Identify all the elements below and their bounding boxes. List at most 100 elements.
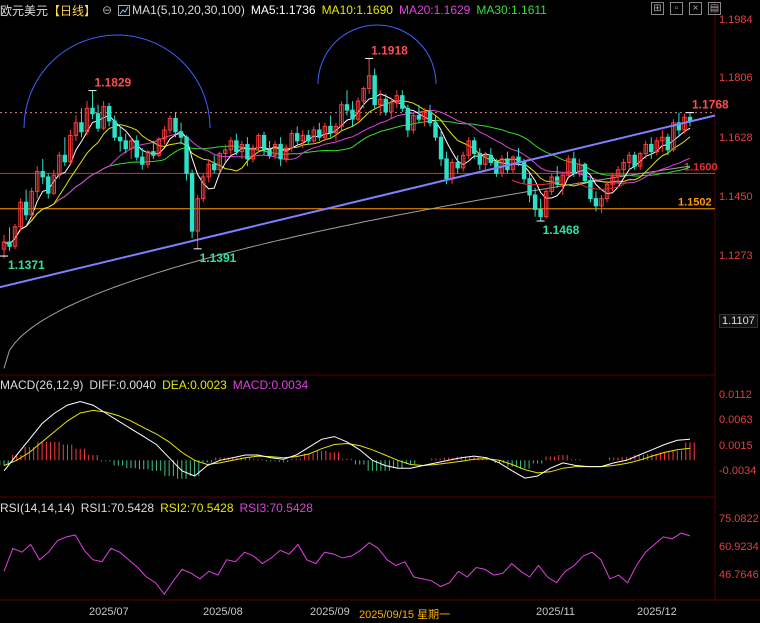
- candle-body: [433, 122, 438, 138]
- candle-body: [90, 107, 95, 115]
- candle-body: [206, 163, 211, 178]
- price-annotation: 1.1371: [8, 258, 45, 272]
- candle-body: [344, 104, 350, 111]
- candle-body: [588, 180, 593, 200]
- ma10-value: MA10:1.1690: [321, 3, 393, 17]
- candle-body: [577, 163, 582, 174]
- candle-body: [294, 133, 300, 142]
- candle-body: [444, 158, 449, 180]
- candle-body: [411, 115, 416, 131]
- grid-icon[interactable]: ⊞: [651, 2, 664, 15]
- price-tick: 1.1107: [719, 314, 758, 328]
- candle-body: [654, 140, 660, 153]
- price-annotation: 1.1918: [371, 43, 408, 57]
- candle-body: [366, 75, 372, 89]
- candle-body: [7, 241, 12, 247]
- window-controls: ⊞ ▫ × ▤: [651, 2, 721, 15]
- candle-body: [51, 174, 57, 194]
- candle-body: [649, 143, 654, 153]
- menu-icon[interactable]: ▤: [708, 2, 721, 15]
- close-icon[interactable]: ×: [689, 2, 702, 15]
- candle-body: [223, 149, 228, 154]
- candle-body: [472, 140, 477, 154]
- indicator-icon[interactable]: [118, 4, 131, 16]
- candle-body: [129, 140, 134, 150]
- candle-body: [261, 134, 267, 151]
- candle-body: [460, 154, 466, 169]
- candle-body: [610, 176, 615, 185]
- candle-body: [300, 134, 305, 142]
- candle-body: [593, 198, 599, 207]
- candle-body: [57, 154, 62, 176]
- candle-body: [239, 143, 245, 153]
- candle-body: [278, 143, 283, 160]
- candle-body: [488, 154, 494, 163]
- candle-body: [145, 151, 151, 165]
- candle-body: [372, 75, 377, 106]
- candle-body: [527, 178, 532, 196]
- candle-body: [162, 129, 167, 140]
- settings-icon[interactable]: ⊖: [102, 3, 113, 17]
- rsi-tick: 75.0822: [719, 513, 759, 525]
- candle-body: [350, 109, 355, 120]
- candle-body: [604, 183, 610, 200]
- candle-body: [361, 87, 366, 102]
- candle-body: [217, 152, 222, 171]
- candle-body: [549, 176, 554, 192]
- candle-body: [18, 201, 23, 228]
- candle-body: [637, 152, 643, 167]
- macd-tick: -0.0034: [719, 465, 757, 477]
- candle-body: [333, 125, 339, 134]
- candle-body: [23, 201, 29, 216]
- price-tick: 1.1450: [719, 191, 753, 203]
- price-annotation: 1.1768: [692, 98, 729, 112]
- candle-body: [311, 129, 317, 142]
- candle-body: [389, 102, 394, 113]
- candle-body: [405, 107, 411, 131]
- candle-body: [676, 122, 682, 131]
- candle-body: [483, 154, 488, 165]
- rsi1-value: RSI1:70.5428: [80, 501, 155, 515]
- ma100-line: [3, 165, 691, 369]
- candle-body: [200, 176, 206, 200]
- candle-body: [643, 143, 648, 154]
- candle-body: [95, 113, 101, 129]
- candle-body: [599, 198, 604, 207]
- candle-body: [173, 117, 178, 133]
- macd-diff-value: DIFF:0.0040: [89, 378, 157, 392]
- candle-body: [626, 154, 632, 163]
- rsi2-value: RSI2:70.5428: [160, 501, 234, 515]
- candle-body: [377, 98, 383, 106]
- dea-line: [3, 409, 691, 474]
- instrument-name: 欧元美元: [0, 3, 49, 18]
- candle-body: [538, 208, 543, 218]
- candle-body: [582, 163, 588, 182]
- candle-body: [62, 154, 68, 163]
- rsi3-value: RSI3:70.5428: [239, 501, 313, 515]
- candle-body: [339, 104, 344, 127]
- period-label[interactable]: 【日线】: [48, 3, 97, 18]
- candle-body: [101, 106, 106, 129]
- level-label: 1.1600: [684, 161, 718, 173]
- candle-body: [306, 134, 311, 142]
- candle-body: [29, 190, 34, 216]
- candle-body: [151, 151, 156, 156]
- ma-title: MA1(5,10,20,30,100): [132, 3, 245, 17]
- price-annotation: 1.1391: [200, 251, 237, 265]
- candle-body: [317, 129, 322, 138]
- candle-body: [400, 95, 405, 109]
- rsi-tick: 46.7646: [719, 569, 759, 581]
- candle-body: [178, 131, 184, 138]
- diff-line: [3, 400, 691, 479]
- candle-body: [234, 140, 239, 153]
- minimize-icon[interactable]: ▫: [670, 2, 683, 15]
- candle-body: [79, 122, 84, 133]
- ma5-value: MA5:1.1736: [250, 3, 316, 17]
- candle-body: [156, 138, 162, 156]
- candle-body: [566, 158, 571, 176]
- price-annotation: 1.1829: [95, 76, 132, 90]
- candle-body: [660, 136, 665, 142]
- candle-body: [322, 125, 328, 138]
- macd-tick: 0.0112: [719, 389, 752, 401]
